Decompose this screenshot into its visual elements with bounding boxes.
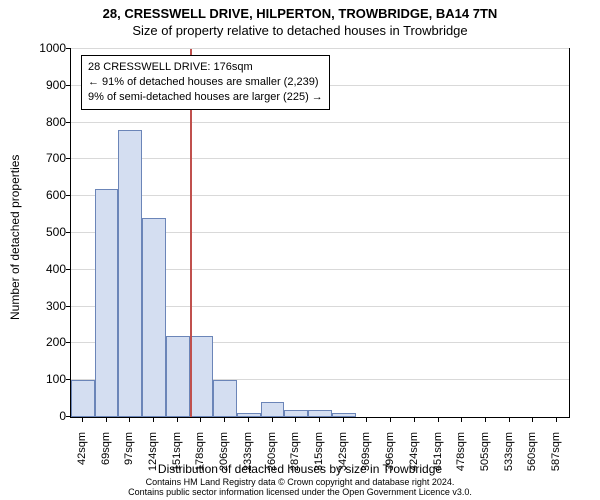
x-tick-mark (106, 418, 107, 422)
histogram-bar (261, 402, 285, 417)
y-tick-mark (66, 48, 70, 49)
footer-line-2: Contains public sector information licen… (0, 488, 600, 498)
x-tick-mark (200, 418, 201, 422)
y-tick-label: 500 (16, 225, 66, 239)
histogram-bar (190, 336, 214, 417)
page-title: 28, CRESSWELL DRIVE, HILPERTON, TROWBRID… (0, 0, 600, 21)
gridline (71, 48, 569, 49)
x-tick-mark (319, 418, 320, 422)
y-tick-label: 200 (16, 335, 66, 349)
y-tick-mark (66, 85, 70, 86)
x-tick-mark (461, 418, 462, 422)
y-tick-mark (66, 416, 70, 417)
y-tick-mark (66, 158, 70, 159)
histogram-bar (71, 380, 95, 417)
histogram-bar (332, 413, 356, 417)
x-tick-mark (414, 418, 415, 422)
info-box-line: 9% of semi-detached houses are larger (2… (88, 90, 323, 105)
histogram-bar (284, 410, 308, 417)
y-tick-mark (66, 269, 70, 270)
y-tick-mark (66, 342, 70, 343)
y-tick-label: 1000 (16, 41, 66, 55)
x-tick-mark (129, 418, 130, 422)
chart-plot-area: 28 CRESSWELL DRIVE: 176sqm← 91% of detac… (70, 48, 570, 418)
histogram-bar (142, 218, 166, 417)
y-tick-label: 800 (16, 115, 66, 129)
info-box-line: 28 CRESSWELL DRIVE: 176sqm (88, 60, 323, 75)
x-tick-mark (532, 418, 533, 422)
histogram-bar (308, 410, 332, 417)
x-tick-mark (272, 418, 273, 422)
x-tick-mark (224, 418, 225, 422)
y-tick-label: 0 (16, 409, 66, 423)
x-tick-mark (153, 418, 154, 422)
x-tick-mark (556, 418, 557, 422)
y-tick-label: 400 (16, 262, 66, 276)
x-axis-title: Distribution of detached houses by size … (0, 462, 600, 476)
x-tick-mark (485, 418, 486, 422)
gridline (71, 195, 569, 196)
x-tick-mark (295, 418, 296, 422)
y-tick-label: 600 (16, 188, 66, 202)
x-tick-mark (366, 418, 367, 422)
page-subtitle: Size of property relative to detached ho… (0, 21, 600, 38)
x-tick-mark (438, 418, 439, 422)
y-tick-mark (66, 379, 70, 380)
histogram-bar (95, 189, 119, 417)
gridline (71, 122, 569, 123)
y-tick-label: 900 (16, 78, 66, 92)
info-box-line: ← 91% of detached houses are smaller (2,… (88, 75, 323, 90)
y-tick-mark (66, 306, 70, 307)
info-box: 28 CRESSWELL DRIVE: 176sqm← 91% of detac… (81, 55, 330, 110)
y-tick-label: 700 (16, 151, 66, 165)
x-tick-mark (248, 418, 249, 422)
x-tick-mark (82, 418, 83, 422)
footer-attribution: Contains HM Land Registry data © Crown c… (0, 478, 600, 498)
y-tick-label: 100 (16, 372, 66, 386)
x-tick-mark (343, 418, 344, 422)
x-tick-mark (509, 418, 510, 422)
gridline (71, 158, 569, 159)
x-tick-mark (390, 418, 391, 422)
y-tick-mark (66, 195, 70, 196)
histogram-bar (213, 380, 237, 417)
x-tick-mark (177, 418, 178, 422)
histogram-bar (166, 336, 190, 417)
y-tick-mark (66, 122, 70, 123)
y-tick-label: 300 (16, 299, 66, 313)
histogram-bar (237, 413, 261, 417)
y-tick-mark (66, 232, 70, 233)
histogram-bar (118, 130, 142, 417)
